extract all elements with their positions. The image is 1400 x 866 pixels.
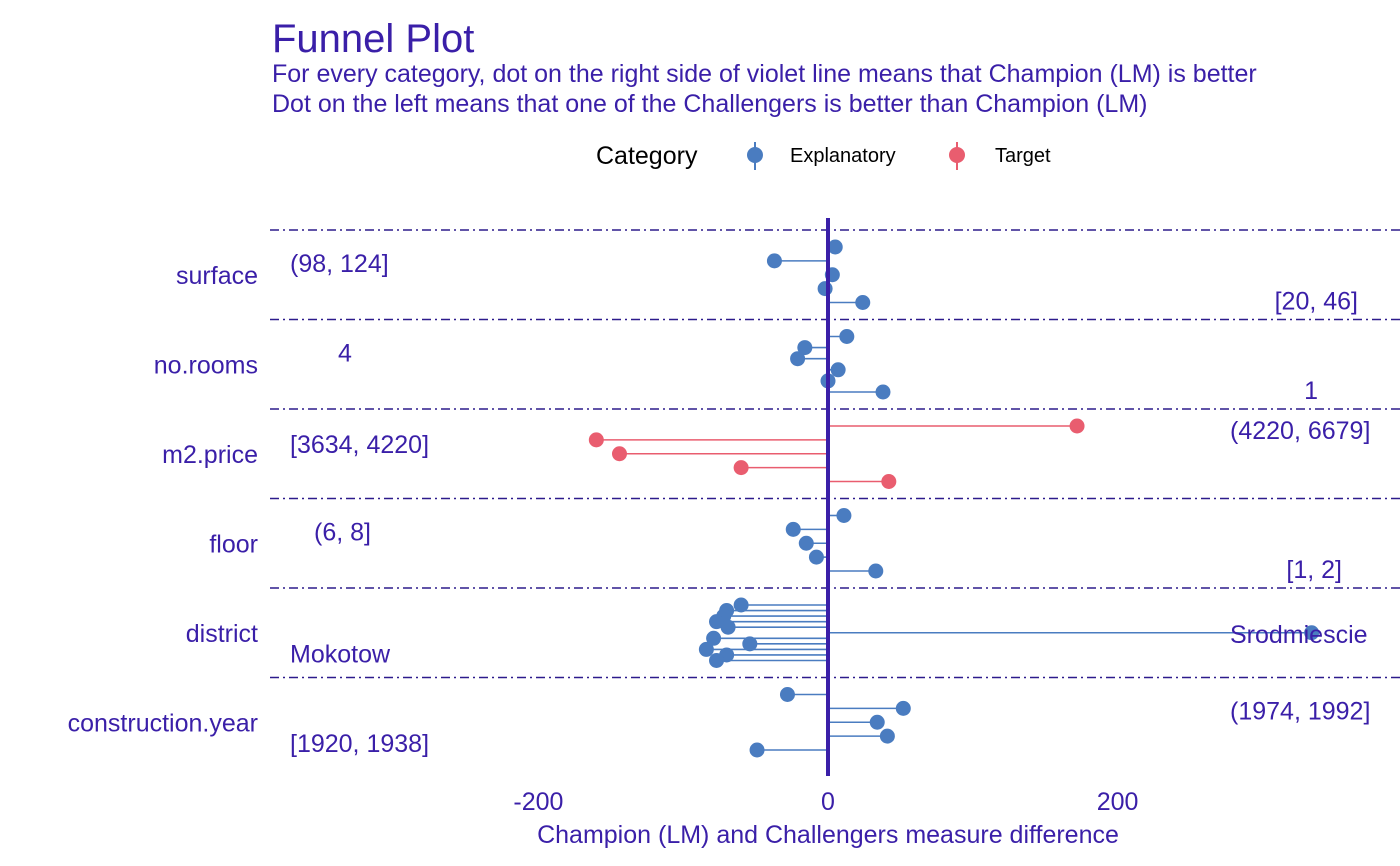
legend-label-explanatory: Explanatory — [790, 145, 896, 167]
range-label-left-floor: (6, 8] — [314, 519, 371, 547]
data-point-district — [733, 597, 749, 613]
data-point-district — [1304, 625, 1320, 641]
data-point-no-rooms — [830, 362, 846, 378]
data-point-construction-year — [749, 742, 765, 758]
data-point-construction-year — [779, 687, 795, 702]
data-point-m2-price — [881, 474, 897, 489]
range-label-left-m2-price: [3634, 4220] — [290, 431, 429, 459]
data-point-m2-price — [733, 460, 749, 476]
range-label-left-district: Mokotow — [290, 641, 391, 669]
range-label-right-construction-year: (1974, 1992] — [1230, 698, 1370, 726]
data-point-floor — [868, 563, 884, 579]
range-label-left-no-rooms: 4 — [338, 340, 352, 368]
data-point-surface — [817, 281, 833, 297]
legend-key-explanatory — [747, 142, 763, 170]
x-axis-label: Champion (LM) and Challengers measure di… — [537, 821, 1119, 849]
data-point-surface — [827, 239, 843, 255]
legend-title: Category — [596, 142, 698, 170]
plot-area: (98, 124] [20, 46] 4 1 [3634, 4220] (4220, 66… — [68, 218, 1400, 816]
plot-labels: (98, 124] [20, 46] 4 1 [3634, 4220] (4220, 66… — [290, 250, 1370, 758]
x-tick-label: 200 — [1097, 788, 1139, 816]
range-label-left-surface: (98, 124] — [290, 250, 389, 278]
range-label-right-district: Srodmiescie — [1230, 621, 1368, 649]
range-label-right-surface: [20, 46] — [1275, 288, 1358, 316]
data-point-no-rooms — [797, 340, 813, 356]
data-point-district — [709, 653, 725, 668]
data-point-construction-year — [895, 700, 911, 716]
chart-subtitle-line-1: For every category, dot on the right sid… — [272, 60, 1257, 88]
y-tick-label-surface: surface — [176, 262, 258, 290]
plot-marks — [270, 229, 1400, 758]
data-point-no-rooms — [875, 384, 891, 400]
data-point-m2-price — [1069, 418, 1085, 434]
data-point-floor — [808, 549, 824, 565]
data-point-floor — [785, 521, 801, 537]
chart-subtitle-line-2: Dot on the left means that one of the Ch… — [272, 90, 1148, 118]
data-point-district — [742, 636, 758, 652]
data-point-m2-price — [611, 446, 627, 462]
data-point-surface — [766, 253, 782, 269]
chart-title: Funnel Plot — [272, 17, 474, 61]
data-point-district — [720, 619, 736, 635]
y-tick-label-no-rooms: no.rooms — [154, 351, 258, 379]
y-tick-label-floor: floor — [209, 530, 258, 558]
range-label-right-floor: [1, 2] — [1286, 556, 1342, 584]
data-point-surface — [855, 295, 871, 310]
y-tick-label-district: district — [186, 620, 258, 648]
x-tick-label: -200 — [513, 788, 563, 816]
range-label-left-construction-year: [1920, 1938] — [290, 730, 429, 758]
data-point-construction-year — [879, 728, 895, 744]
data-point-floor — [836, 508, 852, 523]
data-point-construction-year — [869, 714, 885, 730]
y-tick-label-m2-price: m2.price — [162, 441, 258, 469]
legend: Category Explanatory Target — [596, 142, 1051, 170]
data-point-m2-price — [588, 432, 604, 448]
data-point-no-rooms — [839, 329, 855, 344]
data-point-district — [709, 614, 725, 630]
data-point-district — [698, 641, 714, 657]
y-tick-label-construction-year: construction.year — [68, 709, 258, 737]
legend-label-target: Target — [995, 145, 1051, 167]
range-label-right-m2-price: (4220, 6679] — [1230, 417, 1370, 445]
legend-key-target — [949, 142, 965, 170]
data-point-floor — [798, 535, 814, 551]
data-point-no-rooms — [790, 351, 806, 367]
range-label-right-no-rooms: 1 — [1304, 377, 1318, 405]
x-tick-label: 0 — [821, 788, 835, 816]
data-point-district — [706, 630, 722, 646]
